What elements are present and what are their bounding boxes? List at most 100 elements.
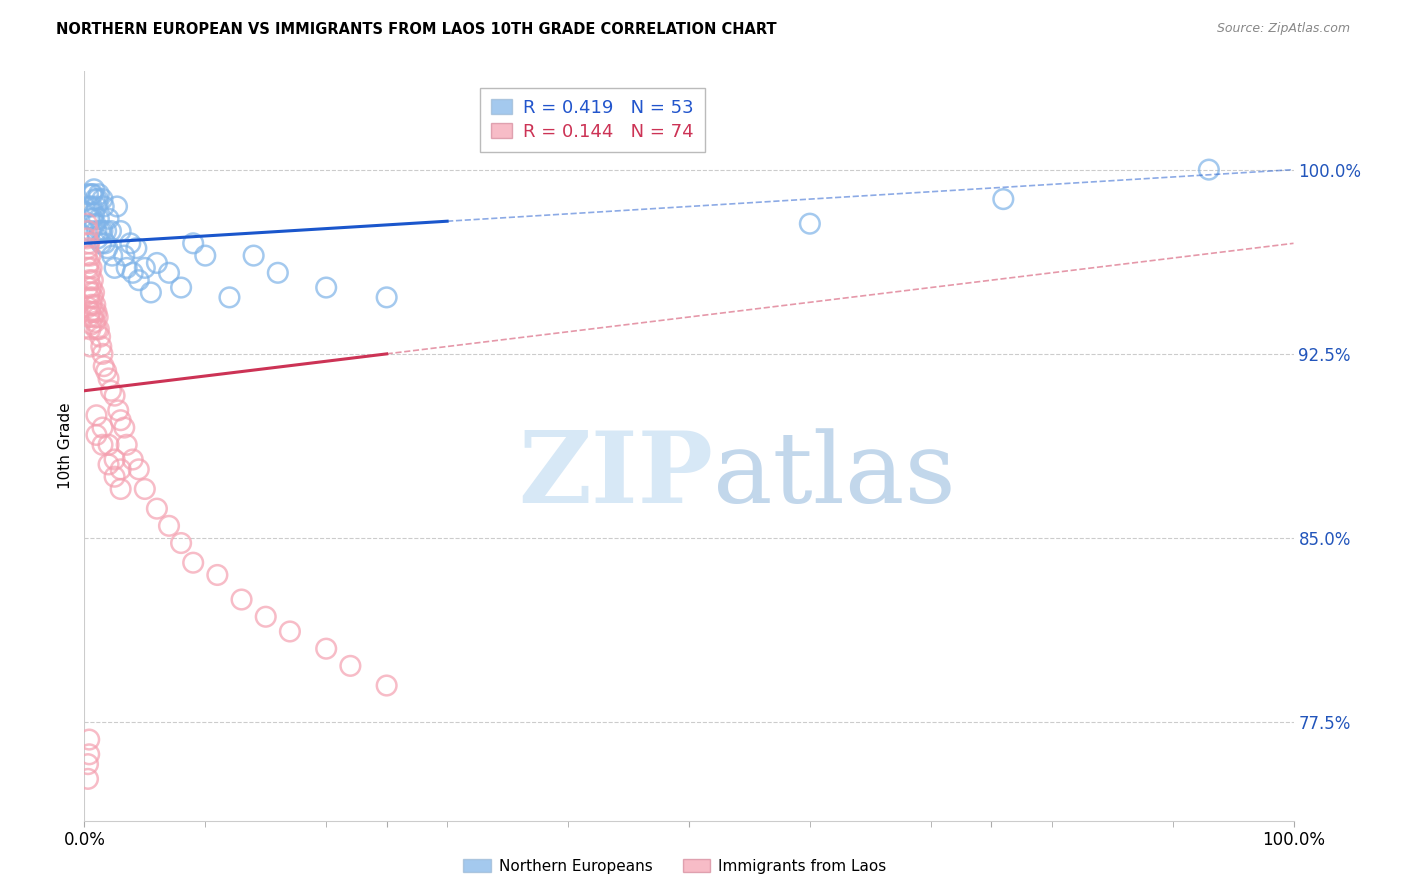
Point xyxy=(87,322,110,336)
Point xyxy=(82,211,104,226)
Point xyxy=(77,280,100,294)
Point xyxy=(375,290,398,304)
Point xyxy=(128,462,150,476)
Point xyxy=(83,305,105,319)
Point xyxy=(79,249,101,263)
Point xyxy=(181,236,204,251)
Text: NORTHERN EUROPEAN VS IMMIGRANTS FROM LAOS 10TH GRADE CORRELATION CHART: NORTHERN EUROPEAN VS IMMIGRANTS FROM LAO… xyxy=(56,22,778,37)
Point xyxy=(170,280,193,294)
Point xyxy=(194,249,217,263)
Point xyxy=(254,609,277,624)
Point xyxy=(77,256,100,270)
Point xyxy=(83,207,105,221)
Point xyxy=(77,241,100,255)
Point xyxy=(79,211,101,226)
Point xyxy=(86,224,108,238)
Text: atlas: atlas xyxy=(713,428,956,524)
Point xyxy=(104,389,127,403)
Point xyxy=(207,568,229,582)
Point xyxy=(97,371,120,385)
Point xyxy=(84,298,107,312)
Point xyxy=(100,224,122,238)
Point xyxy=(84,315,107,329)
Y-axis label: 10th Grade: 10th Grade xyxy=(58,402,73,490)
Point xyxy=(77,772,100,786)
Point xyxy=(79,224,101,238)
Point xyxy=(80,260,103,275)
Point xyxy=(80,280,103,294)
Point xyxy=(86,199,108,213)
Point xyxy=(86,428,108,442)
Point xyxy=(96,241,118,255)
Point xyxy=(86,322,108,336)
Point xyxy=(91,420,114,434)
Point xyxy=(146,501,169,516)
Point xyxy=(79,339,101,353)
Point xyxy=(77,732,100,747)
Point xyxy=(97,211,120,226)
Point xyxy=(107,403,129,417)
Point xyxy=(146,256,169,270)
Point xyxy=(91,438,114,452)
Point xyxy=(83,285,105,300)
Point xyxy=(77,300,100,314)
Point xyxy=(79,266,101,280)
Point xyxy=(134,260,156,275)
Point xyxy=(110,413,132,427)
Point xyxy=(104,469,127,483)
Point xyxy=(112,249,135,263)
Point xyxy=(77,199,100,213)
Point xyxy=(110,482,132,496)
Point xyxy=(218,290,240,304)
Point xyxy=(77,224,100,238)
Point xyxy=(90,236,112,251)
Point xyxy=(97,458,120,472)
Point xyxy=(181,556,204,570)
Point xyxy=(115,260,138,275)
Point xyxy=(77,290,100,304)
Point xyxy=(115,438,138,452)
Point xyxy=(157,519,180,533)
Point xyxy=(1198,162,1220,177)
Point xyxy=(101,249,124,263)
Point xyxy=(86,192,108,206)
Point xyxy=(125,241,148,255)
Point xyxy=(110,462,132,476)
Point xyxy=(799,217,821,231)
Legend: R = 0.419   N = 53, R = 0.144   N = 74: R = 0.419 N = 53, R = 0.144 N = 74 xyxy=(479,88,704,152)
Point xyxy=(76,231,98,245)
Point xyxy=(84,217,107,231)
Point xyxy=(87,211,110,226)
Point xyxy=(83,182,105,196)
Point xyxy=(93,359,115,373)
Point xyxy=(94,224,117,238)
Point xyxy=(79,322,101,336)
Point xyxy=(90,339,112,353)
Point xyxy=(91,347,114,361)
Point xyxy=(120,236,142,251)
Point xyxy=(121,266,143,280)
Point xyxy=(89,329,111,343)
Point xyxy=(94,364,117,378)
Point xyxy=(104,452,127,467)
Point xyxy=(139,285,162,300)
Point xyxy=(100,384,122,398)
Point xyxy=(77,236,100,251)
Point xyxy=(315,641,337,656)
Point xyxy=(104,260,127,275)
Point xyxy=(134,482,156,496)
Point xyxy=(79,305,101,319)
Point xyxy=(82,310,104,324)
Point xyxy=(89,224,111,238)
Text: ZIP: ZIP xyxy=(519,427,713,524)
Point xyxy=(97,438,120,452)
Point xyxy=(80,199,103,213)
Point xyxy=(77,757,100,772)
Point xyxy=(82,273,104,287)
Point xyxy=(84,192,107,206)
Point xyxy=(157,266,180,280)
Point xyxy=(93,199,115,213)
Point xyxy=(91,192,114,206)
Point xyxy=(121,452,143,467)
Point xyxy=(315,280,337,294)
